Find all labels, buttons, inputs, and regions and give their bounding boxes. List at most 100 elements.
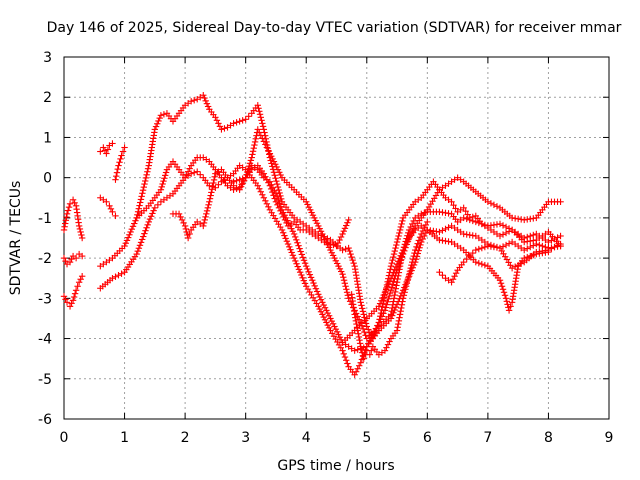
data-point — [397, 308, 404, 315]
data-point — [202, 213, 209, 221]
data-point — [68, 255, 75, 263]
data-point — [148, 213, 155, 220]
data-point — [116, 159, 123, 166]
data-point — [218, 126, 225, 133]
data-point — [66, 200, 74, 208]
data-point — [481, 221, 489, 229]
data-point — [387, 262, 395, 270]
data-point — [142, 177, 149, 185]
data-point — [542, 243, 549, 251]
data-point — [469, 217, 476, 225]
data-point — [345, 216, 352, 224]
data-point — [157, 186, 165, 193]
data-point — [448, 279, 455, 286]
data-point — [551, 235, 558, 243]
data-point — [121, 144, 128, 151]
data-point — [113, 172, 120, 180]
data-point — [113, 169, 121, 176]
data-point — [384, 298, 391, 305]
data-point — [187, 98, 195, 105]
data-point — [132, 217, 139, 224]
data-point — [521, 234, 528, 242]
data-point — [464, 211, 471, 218]
data-point — [554, 234, 561, 241]
data-point — [154, 120, 161, 127]
data-point — [254, 126, 261, 133]
data-point — [368, 334, 375, 341]
data-point — [194, 168, 201, 175]
data-point — [451, 273, 458, 280]
data-point — [74, 283, 81, 290]
data-point — [146, 215, 154, 223]
data-point — [401, 289, 408, 296]
data-point — [142, 174, 150, 182]
data-point — [388, 259, 395, 267]
data-point — [377, 316, 384, 323]
data-point — [114, 165, 121, 173]
x-tick-label: 3 — [241, 430, 250, 446]
data-point — [386, 338, 393, 345]
data-point — [72, 254, 80, 262]
data-point — [410, 252, 417, 260]
data-point — [204, 103, 212, 110]
data-point — [490, 201, 498, 209]
data-point — [336, 236, 343, 244]
data-point — [524, 245, 531, 252]
data-point — [186, 165, 193, 172]
axis-ticks — [63, 56, 610, 420]
data-point — [290, 230, 298, 238]
data-point — [159, 180, 166, 188]
data-point — [295, 266, 303, 273]
data-point — [277, 195, 285, 203]
data-point — [161, 175, 168, 182]
data-point — [78, 234, 86, 242]
data-point — [115, 272, 122, 279]
data-point — [404, 277, 411, 284]
plot-frame — [63, 56, 610, 420]
data-point — [357, 299, 364, 306]
data-point — [109, 140, 116, 147]
data-point — [445, 224, 452, 231]
x-tick-label: 4 — [302, 430, 311, 446]
data-point — [289, 252, 297, 259]
x-tick-labels: 0 1 2 3 4 5 6 7 8 9 — [60, 430, 614, 446]
data-point — [339, 347, 346, 354]
data-point — [134, 247, 141, 255]
data-point — [436, 228, 443, 236]
data-point — [149, 210, 156, 217]
data-point — [391, 275, 398, 282]
data-point — [340, 350, 347, 358]
data-point — [395, 232, 402, 240]
data-point — [412, 246, 419, 254]
data-point — [530, 251, 537, 259]
data-point — [359, 308, 367, 315]
data-point — [324, 239, 331, 247]
data-point — [62, 257, 69, 265]
data-point — [71, 290, 79, 297]
data-point — [463, 215, 470, 223]
data-point — [187, 170, 195, 177]
data-point — [342, 283, 349, 290]
data-point — [203, 210, 210, 218]
data-point — [524, 253, 531, 261]
data-point — [254, 102, 261, 109]
data-point — [390, 309, 397, 317]
data-point — [310, 279, 317, 287]
data-point — [269, 188, 276, 196]
y-tick-label: -1 — [38, 211, 52, 227]
data-point — [286, 243, 293, 251]
y-tick-label: -4 — [38, 332, 52, 348]
data-point — [499, 286, 507, 293]
data-point — [387, 287, 395, 294]
data-point — [397, 223, 405, 231]
data-point — [381, 289, 389, 296]
data-point — [124, 234, 132, 241]
data-point — [378, 313, 386, 320]
data-point — [342, 222, 350, 229]
data-point — [501, 292, 509, 299]
y-axis-label: SDTVAR / TECUs — [8, 181, 24, 296]
data-point — [391, 266, 398, 273]
data-point — [391, 306, 398, 314]
data-point — [71, 199, 78, 207]
data-point — [557, 242, 564, 250]
